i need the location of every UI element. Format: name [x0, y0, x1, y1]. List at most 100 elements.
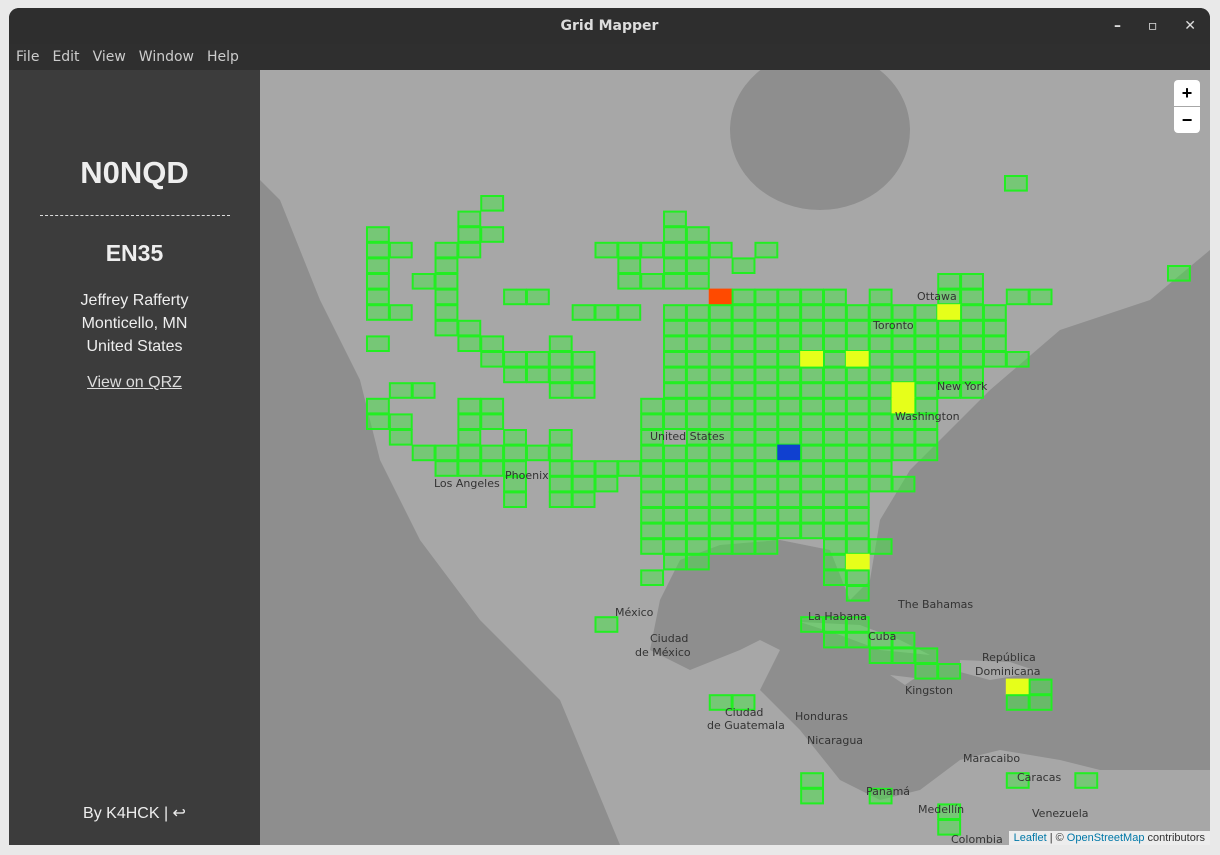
grid-square — [548, 366, 573, 384]
grid-square — [777, 460, 802, 477]
grid-square — [548, 351, 573, 368]
osm-link[interactable]: OpenStreetMap — [1066, 832, 1145, 844]
grid-square — [457, 210, 482, 228]
map-labels: Ottawa Toronto New York Washington United St… — [434, 290, 1089, 845]
grid-square — [868, 335, 893, 352]
qrz-link[interactable]: View on QRZ — [87, 374, 182, 391]
grid-square — [868, 382, 893, 399]
grid-square — [663, 366, 687, 384]
window-controls[interactable]: – ▫ ✕ — [1114, 18, 1196, 34]
menu-item[interactable]: View — [92, 49, 126, 65]
grid-square — [937, 663, 962, 680]
grid-square — [823, 288, 847, 306]
map-label: Phoenix — [505, 469, 549, 482]
map-label: Ciudad — [650, 632, 688, 645]
grid-square — [777, 319, 802, 337]
zoom-out[interactable]: − — [1174, 107, 1200, 133]
grid-square — [663, 444, 687, 462]
grid-square — [754, 460, 779, 477]
grid-square — [937, 319, 962, 337]
grid-square — [823, 304, 847, 321]
grid-square — [708, 335, 733, 352]
grid-square — [777, 304, 802, 321]
grid-square — [388, 429, 413, 446]
grid-square — [845, 444, 870, 462]
grid-square — [982, 335, 1007, 352]
grid-square — [663, 397, 687, 415]
grid-square — [708, 507, 733, 524]
grid-square — [777, 491, 802, 508]
menu-item[interactable]: Help — [207, 49, 239, 65]
grid-square — [663, 319, 687, 337]
grid-square — [663, 210, 687, 228]
grid-square — [685, 382, 710, 399]
grid-square — [914, 304, 939, 321]
grid-square — [845, 538, 870, 555]
grid-square — [914, 319, 939, 337]
menu-item[interactable]: Window — [138, 49, 194, 65]
map-label: Cuba — [868, 630, 896, 643]
grid-square — [663, 538, 687, 555]
grid-square — [845, 397, 870, 415]
grid-square — [868, 413, 893, 430]
grid-square — [525, 351, 550, 368]
grid-square — [640, 538, 665, 555]
map-label: Venezuela — [1032, 807, 1089, 820]
grid-square — [731, 257, 756, 274]
map-label: Ottawa — [917, 290, 957, 303]
grid-square — [937, 273, 962, 290]
grid-square — [891, 382, 916, 399]
grid-square — [754, 335, 779, 352]
grid-square — [731, 538, 756, 555]
grid-square — [845, 460, 870, 477]
map[interactable]: Ottawa Toronto New York Washington United St… — [260, 70, 1210, 845]
grid-square — [777, 522, 802, 540]
leaflet-link[interactable]: Leaflet — [1013, 832, 1047, 844]
grid-square — [845, 585, 870, 602]
grid-square — [640, 460, 665, 477]
grid-square: EN35 — [105, 240, 164, 266]
islands — [800, 622, 1040, 685]
grid-square — [937, 304, 962, 321]
grid-square — [891, 631, 916, 649]
grid-square — [960, 335, 984, 352]
grid-square — [685, 475, 710, 493]
footer[interactable]: By K4HCK | ↩ — [83, 805, 186, 822]
grid-square — [1028, 694, 1053, 711]
title-bar: Grid Mapper – ▫ ✕ — [9, 8, 1210, 44]
map-label: Maracaibo — [963, 752, 1020, 765]
grid-square — [777, 382, 802, 399]
grid-square — [548, 491, 573, 508]
grid-square — [388, 382, 413, 399]
menu-item[interactable]: File — [16, 49, 40, 65]
grid-square — [754, 491, 779, 508]
grid-square — [457, 429, 482, 446]
grid-square — [503, 351, 527, 368]
zoom-in[interactable]: + — [1174, 80, 1200, 106]
grid-square — [823, 553, 847, 571]
grid-square — [845, 366, 870, 384]
grid-square — [708, 538, 733, 555]
grid-square — [731, 335, 756, 352]
map-label: Ciudad — [725, 706, 763, 719]
grid-square — [823, 631, 847, 649]
grid-square — [548, 460, 573, 477]
grid-square — [571, 304, 596, 321]
grid-square — [914, 647, 939, 665]
grid-square — [708, 304, 733, 321]
grid-square — [845, 631, 870, 649]
grid-square — [823, 569, 847, 586]
grid-squares — [366, 175, 1191, 836]
grid-square — [594, 241, 619, 259]
grid-square — [731, 319, 756, 337]
grid-square — [434, 444, 459, 462]
map-label: Kingston — [905, 684, 953, 697]
grid-square — [434, 288, 459, 306]
grid-square — [1167, 265, 1191, 282]
grid-square — [571, 366, 596, 384]
grid-square — [366, 226, 390, 243]
menu-item[interactable]: Edit — [52, 49, 80, 65]
grid-square — [663, 241, 687, 259]
divider — [39, 215, 230, 216]
grid-square — [777, 444, 802, 462]
